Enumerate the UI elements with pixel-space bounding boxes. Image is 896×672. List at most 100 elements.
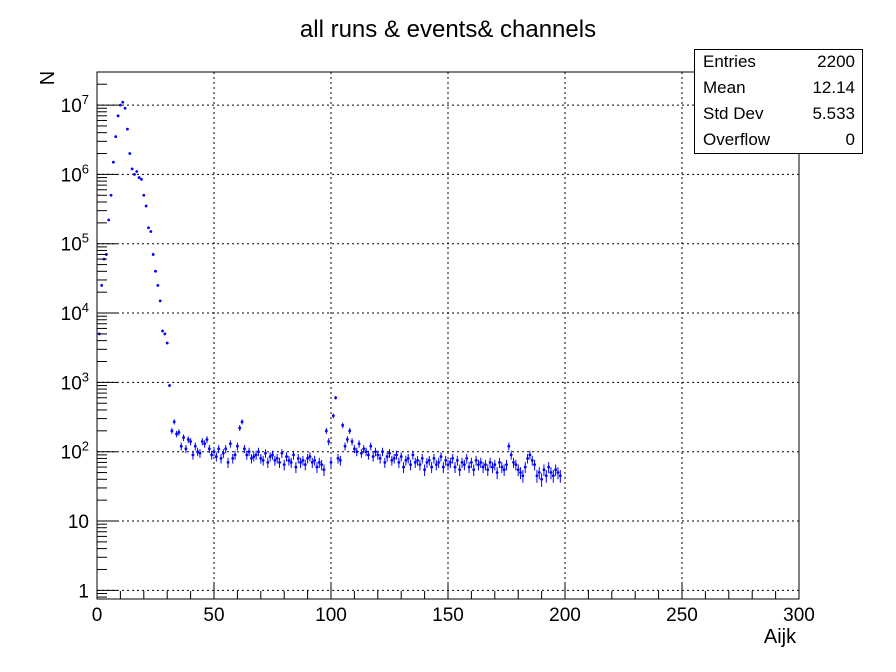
data-point — [310, 457, 314, 468]
stat-label: Overflow — [703, 130, 771, 149]
data-point — [196, 447, 200, 457]
data-point — [530, 455, 534, 466]
point-marker — [455, 458, 459, 462]
data-point — [278, 457, 281, 468]
point-marker — [558, 474, 562, 478]
point-marker — [551, 474, 555, 478]
point-marker — [378, 457, 382, 460]
data-point — [264, 449, 267, 458]
point-marker — [198, 451, 202, 455]
point-marker — [523, 465, 527, 469]
data-points — [97, 100, 562, 487]
data-point — [107, 218, 111, 222]
point-marker — [280, 451, 284, 455]
point-marker — [479, 461, 483, 464]
x-tick-label: 300 — [783, 605, 815, 626]
y-tick-label: 10 — [68, 512, 89, 533]
data-point — [226, 457, 230, 468]
data-point — [334, 396, 338, 400]
data-point — [465, 454, 469, 464]
point-marker — [462, 463, 466, 467]
stat-row-std-dev: Std Dev 5.533 — [703, 104, 855, 128]
point-marker — [409, 463, 412, 467]
data-point — [170, 427, 174, 434]
point-marker — [165, 341, 169, 345]
data-point — [472, 464, 476, 476]
point-marker — [329, 461, 333, 464]
point-marker — [303, 463, 307, 467]
point-marker — [285, 455, 288, 458]
data-point — [528, 450, 532, 460]
data-point — [142, 193, 146, 197]
point-marker — [182, 436, 185, 439]
point-marker — [228, 442, 232, 446]
point-marker — [299, 461, 302, 464]
y-tick-label: 107 — [61, 92, 89, 117]
data-point — [217, 445, 221, 454]
data-point — [236, 442, 239, 451]
point-marker — [271, 453, 274, 457]
data-point — [327, 438, 331, 446]
data-point — [434, 459, 438, 471]
point-marker — [163, 332, 167, 336]
point-marker — [310, 461, 314, 464]
point-marker — [345, 438, 349, 441]
point-marker — [156, 284, 160, 287]
data-point — [404, 455, 408, 466]
point-marker — [294, 465, 298, 469]
point-marker — [233, 453, 237, 457]
point-marker — [367, 453, 370, 457]
y-tick-label: 104 — [61, 300, 89, 325]
point-marker — [331, 414, 335, 418]
point-marker — [460, 461, 464, 464]
point-marker — [465, 457, 469, 460]
point-marker — [203, 442, 207, 446]
point-marker — [252, 455, 256, 458]
point-marker — [184, 447, 188, 451]
data-point — [556, 467, 560, 480]
point-marker — [231, 457, 235, 460]
point-marker — [516, 468, 520, 472]
data-point — [383, 457, 387, 468]
data-point — [179, 442, 183, 451]
data-point — [353, 445, 356, 454]
data-point — [512, 457, 515, 468]
point-marker — [247, 450, 251, 454]
data-point — [210, 450, 214, 460]
data-point — [467, 462, 471, 474]
x-tick-label: 200 — [549, 605, 581, 626]
data-point — [460, 457, 464, 468]
data-point — [163, 332, 167, 336]
point-marker — [179, 444, 183, 448]
point-marker — [224, 447, 228, 451]
point-marker — [416, 458, 419, 462]
point-marker — [317, 461, 321, 464]
data-point — [535, 470, 539, 483]
data-point — [149, 230, 153, 233]
point-marker — [261, 458, 265, 462]
data-point — [259, 454, 263, 464]
point-marker — [245, 453, 249, 457]
point-marker — [439, 455, 443, 458]
data-point — [182, 434, 185, 442]
point-marker — [133, 172, 136, 176]
data-point — [502, 464, 506, 476]
point-marker — [420, 457, 424, 460]
data-point — [268, 452, 272, 462]
point-marker — [207, 447, 211, 451]
data-point — [299, 457, 302, 468]
point-marker — [210, 453, 214, 457]
data-point — [282, 459, 286, 471]
point-marker — [238, 426, 242, 430]
x-tick-label: 250 — [666, 605, 698, 626]
data-point — [292, 450, 295, 460]
point-marker — [537, 471, 541, 474]
data-point — [119, 103, 122, 107]
data-point — [462, 459, 466, 471]
point-marker — [512, 461, 515, 464]
point-marker — [151, 253, 155, 256]
data-point — [184, 445, 188, 454]
point-marker — [374, 450, 377, 454]
point-marker — [514, 463, 518, 467]
point-marker — [313, 458, 317, 462]
